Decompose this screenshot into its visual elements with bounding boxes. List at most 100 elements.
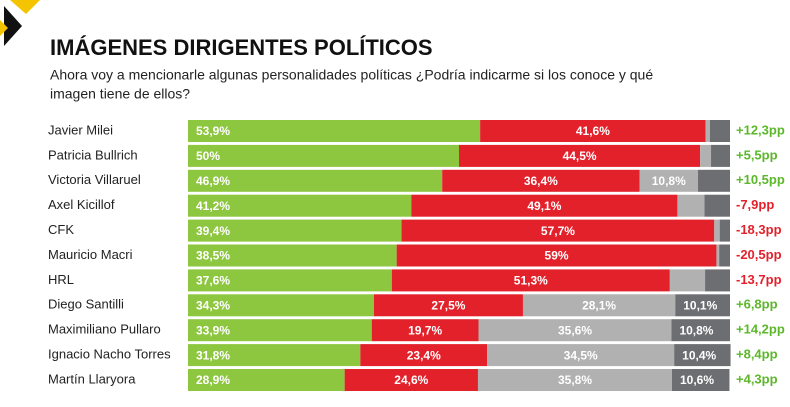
data-label: 35,6% (558, 323, 592, 337)
data-label: 10,4% (682, 348, 716, 362)
bar-segment (639, 169, 699, 192)
category-label: Diego Santilli (48, 297, 124, 312)
bar-segment (396, 244, 717, 267)
data-label: 10,8% (679, 323, 713, 337)
bar-segment (360, 344, 488, 367)
subtitle: imagen tiene de ellos? (50, 86, 190, 102)
data-label: 19,7% (408, 323, 442, 337)
bar-segment (674, 344, 731, 367)
difference-label: +5,5pp (736, 147, 778, 162)
difference-label: -20,5pp (736, 247, 782, 262)
bar-segment (371, 319, 479, 342)
bar-segment (478, 319, 672, 342)
bar-segment (672, 369, 730, 391)
bar-segment (188, 344, 361, 367)
bar-segment (705, 269, 730, 292)
bar-segment (188, 244, 397, 267)
bar-segment (677, 194, 705, 217)
category-label: Ignacio Nacho Torres (48, 347, 171, 362)
bar-segment (698, 169, 730, 192)
bar-segment (700, 144, 712, 167)
data-label: 10,1% (683, 298, 717, 312)
bar-segment (459, 144, 701, 167)
bar-segment (669, 269, 706, 292)
data-label: 44,5% (563, 149, 597, 163)
data-label: 49,1% (527, 199, 561, 213)
bar-segment (188, 319, 372, 342)
category-label: Maximiliano Pullaro (48, 322, 161, 337)
category-label: Axel Kicillof (48, 197, 115, 212)
difference-label: +10,5pp (736, 172, 785, 187)
bar-segment (188, 120, 481, 142)
category-label: Mauricio Macri (48, 247, 133, 262)
data-label: 51,3% (514, 274, 548, 288)
difference-label: -13,7pp (736, 272, 782, 287)
data-label: 23,4% (407, 348, 441, 362)
data-label: 46,9% (196, 174, 230, 188)
chart-title: IMÁGENES DIRIGENTES POLÍTICOS (50, 35, 433, 60)
bar-segment (373, 294, 523, 317)
bar-segment (704, 194, 730, 217)
difference-label: +4,3pp (736, 371, 778, 386)
data-label: 24,6% (394, 373, 428, 387)
data-label: 41,6% (576, 124, 610, 138)
data-label: 37,6% (196, 274, 230, 288)
difference-label: -7,9pp (736, 197, 774, 212)
bar-segment (716, 244, 720, 267)
bar-segment (188, 219, 402, 242)
data-label: 34,3% (196, 298, 230, 312)
data-label: 59% (545, 249, 569, 263)
bar-segment (188, 369, 345, 391)
data-label: 10,6% (680, 373, 714, 387)
bar-segment (711, 144, 730, 167)
data-label: 10,8% (652, 174, 686, 188)
data-label: 34,5% (564, 348, 598, 362)
bar-segment (344, 369, 478, 391)
bar-segment (411, 194, 678, 217)
bar-segment (188, 294, 374, 317)
category-label: Martín Llaryora (48, 371, 136, 386)
data-label: 33,9% (196, 323, 230, 337)
data-label: 41,2% (196, 199, 230, 213)
difference-label: +8,4pp (736, 347, 778, 362)
data-label: 31,8% (196, 348, 230, 362)
difference-label: +6,8pp (736, 297, 778, 312)
data-label: 28,1% (582, 298, 616, 312)
data-label: 57,7% (541, 224, 575, 238)
bar-segment (391, 269, 670, 292)
bar-segment (401, 219, 715, 242)
data-label: 36,4% (524, 174, 558, 188)
bar-segment (442, 169, 640, 192)
category-label: Victoria Villaruel (48, 172, 141, 187)
bar-segment (477, 369, 673, 391)
bar-segment (188, 194, 412, 217)
data-label: 27,5% (431, 298, 465, 312)
bar-segment (487, 344, 675, 367)
bar-segment (705, 120, 710, 142)
data-label: 50% (196, 149, 220, 163)
bar-segment (714, 219, 720, 242)
subtitle: Ahora voy a mencionarle algunas personal… (50, 67, 653, 83)
bar-segment (719, 244, 730, 267)
data-label: 28,9% (196, 373, 230, 387)
bar-segment (522, 294, 676, 317)
bar-segment (675, 294, 730, 317)
difference-label: +12,3pp (736, 122, 785, 137)
difference-label: +14,2pp (736, 322, 785, 337)
bar-segment (709, 120, 730, 142)
data-label: 38,5% (196, 249, 230, 263)
difference-label: -18,3pp (736, 222, 782, 237)
bar-segment (188, 169, 443, 192)
category-label: HRL (48, 272, 74, 287)
category-label: Javier Milei (48, 122, 113, 137)
data-label: 35,8% (558, 373, 592, 387)
logo (0, 0, 40, 46)
bar-segment (719, 219, 730, 242)
bar-segment (480, 120, 706, 142)
bar-segment (671, 319, 730, 342)
data-label: 39,4% (196, 224, 230, 238)
bar-segment (188, 144, 459, 167)
category-label: Patricia Bullrich (48, 147, 138, 162)
bar-segment (188, 269, 392, 292)
data-label: 53,9% (196, 124, 230, 138)
